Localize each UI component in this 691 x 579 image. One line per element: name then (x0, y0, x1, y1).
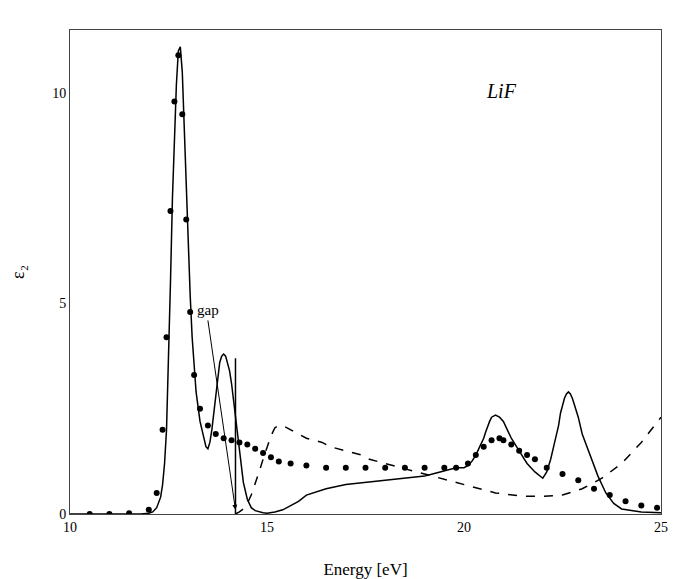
svg-text:5: 5 (59, 296, 66, 311)
svg-text:ε₂: ε₂ (8, 265, 28, 279)
svg-text:10: 10 (52, 86, 66, 101)
svg-text:25: 25 (654, 520, 668, 535)
svg-text:gap: gap (197, 302, 219, 318)
svg-text:Energy [eV]: Energy [eV] (323, 560, 407, 579)
svg-text:15: 15 (260, 520, 274, 535)
svg-text:LiF: LiF (486, 80, 517, 102)
svg-text:10: 10 (63, 520, 77, 535)
svg-text:0: 0 (59, 507, 66, 522)
svg-text:20: 20 (457, 520, 471, 535)
